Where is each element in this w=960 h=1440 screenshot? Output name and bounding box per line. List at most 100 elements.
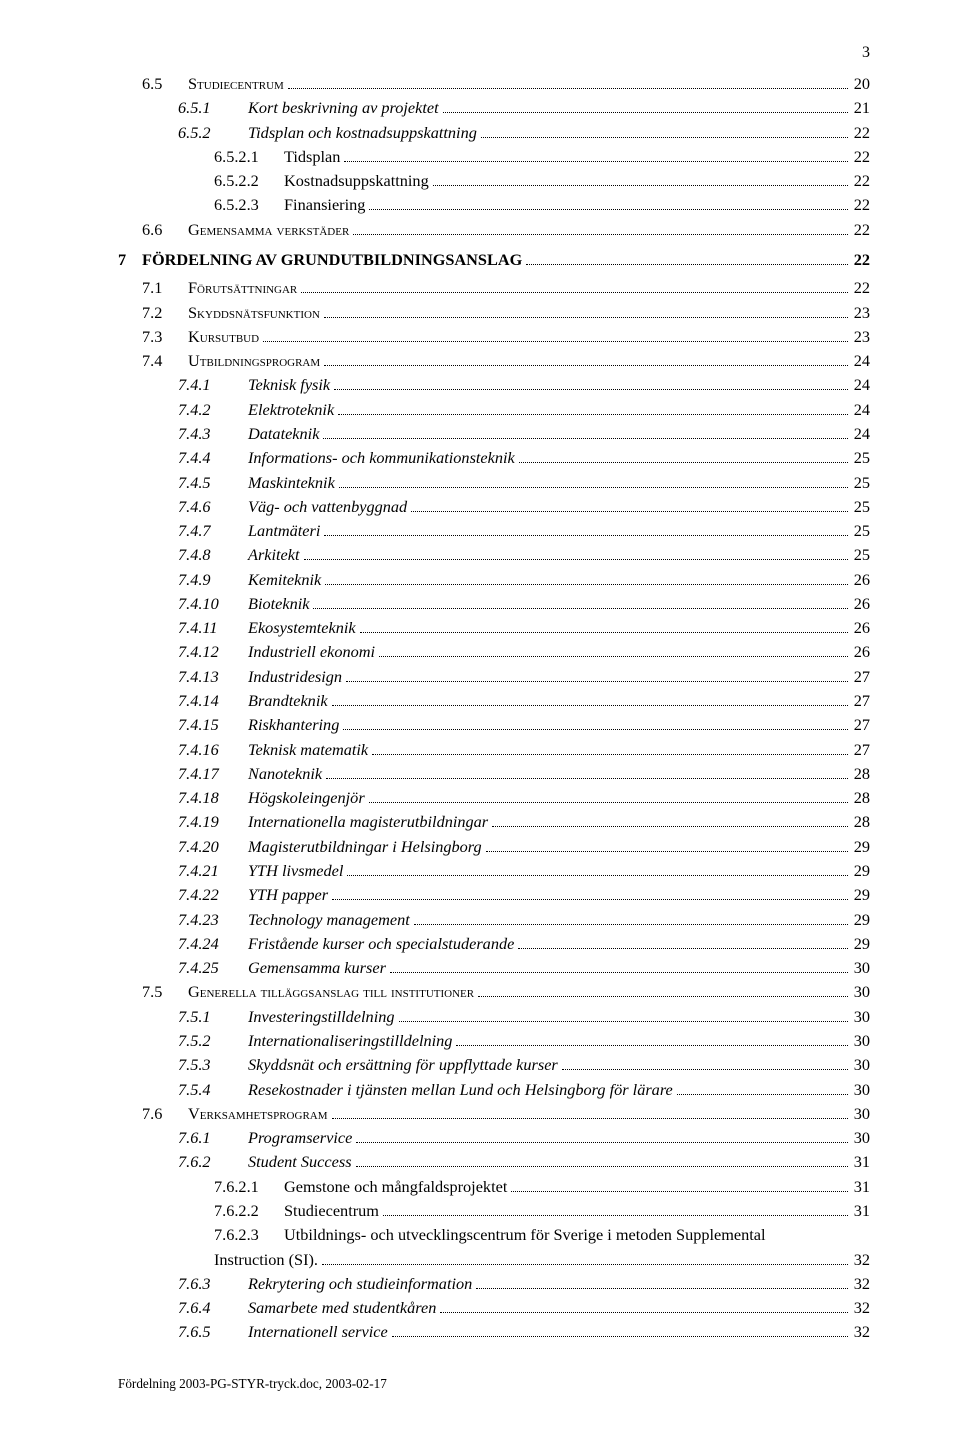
dot-leader [332,888,848,901]
dot-leader [526,252,847,265]
toc-entry-number: 7.4.8 [178,543,248,567]
toc-entry-number: 7.6.1 [178,1126,248,1150]
toc-entry-number: 7.4.24 [178,932,248,956]
toc-entry-label: Tidsplan [284,145,340,169]
toc-row: 7.6.1Programservice30 [118,1126,870,1150]
toc-entry-label: Studiecentrum [284,1199,379,1223]
toc-entry-label: Magisterutbildningar i Helsingborg [248,835,482,859]
toc-entry-label: Kort beskrivning av projektet [248,96,439,120]
toc-entry-number: 7.3 [142,325,188,349]
toc-entry-page: 29 [852,908,870,932]
toc-row: 7.6.2.3Utbildnings- och utvecklingscentr… [118,1223,870,1247]
toc-entry-page: 23 [852,301,870,325]
toc-entry-label: Teknisk fysik [248,373,330,397]
toc-entry-label: Utbildnings- och utvecklingscentrum för … [284,1223,766,1247]
toc-entry-label: Programservice [248,1126,352,1150]
toc-entry-page: 29 [852,883,870,907]
toc-entry-number: 7.4.9 [178,568,248,592]
toc-entry-page: 32 [852,1296,870,1320]
dot-leader [332,1106,848,1119]
toc-entry-page: 22 [852,218,870,242]
toc-row: 6.5.1Kort beskrivning av projektet21 [118,96,870,120]
toc-entry-number: 7.4.23 [178,908,248,932]
dot-leader [288,76,848,89]
toc-entry-label: Ekosystemteknik [248,616,356,640]
toc-entry-number: 7.4.16 [178,738,248,762]
toc-entry-page: 32 [852,1272,870,1296]
dot-leader [511,1179,847,1192]
toc-entry-page: 25 [852,519,870,543]
toc-entry-number: 7.6 [142,1102,188,1126]
toc-entry-page: 22 [852,121,870,145]
dot-leader [443,101,848,114]
toc-row: 7.5.4Resekostnader i tjänsten mellan Lun… [118,1078,870,1102]
toc-row: 7.4.23Technology management29 [118,908,870,932]
toc-entry-page: 29 [852,859,870,883]
dot-leader [343,718,847,731]
dot-leader [326,766,848,779]
toc-entry-page: 31 [852,1175,870,1199]
dot-leader [338,402,848,415]
footer-text: Fördelning 2003-PG-STYR-tryck.doc, 2003-… [118,1376,387,1392]
toc-entry-page: 29 [852,932,870,956]
toc-entry-label: Internationell service [248,1320,388,1344]
toc-entry-label: Rekrytering och studieinformation [248,1272,472,1296]
toc-entry-label: Fristående kurser och specialstuderande [248,932,514,956]
toc-entry-page: 24 [852,422,870,446]
toc-entry-label: Industriell ekonomi [248,640,375,664]
toc-entry-label: Bioteknik [248,592,309,616]
toc-entry-page: 28 [852,762,870,786]
dot-leader [313,596,847,609]
toc-entry-number: 7.5 [142,980,188,1004]
dot-leader [325,572,847,585]
toc-entry-page: 21 [852,96,870,120]
toc-row: 7.4.17Nanoteknik28 [118,762,870,786]
toc-row: Instruction (SI). 32 [118,1248,870,1272]
toc-row: 7.4.8Arkitekt25 [118,543,870,567]
toc-entry-number: 6.5.2.3 [214,193,284,217]
toc-entry-page: 26 [852,640,870,664]
toc-entry-page: 23 [852,325,870,349]
toc-entry-page: 28 [852,786,870,810]
toc-entry-label: Internationella magisterutbildningar [248,810,488,834]
toc-row: 6.5.2.1Tidsplan22 [118,145,870,169]
toc-entry-number: 7.4.25 [178,956,248,980]
toc-entry-label: Instruction (SI). [214,1248,318,1272]
dot-leader [369,198,847,211]
toc-entry-page: 30 [852,1005,870,1029]
toc-entry-page: 22 [852,248,870,272]
toc-entry-label: Resekostnader i tjänsten mellan Lund och… [248,1078,673,1102]
dot-leader [369,790,848,803]
toc-row: 7.4.3Datateknik24 [118,422,870,446]
toc-entry-number: 7.5.4 [178,1078,248,1102]
toc-entry-number: 7.5.3 [178,1053,248,1077]
toc-entry-label: Väg- och vattenbyggnad [248,495,407,519]
toc-entry-page: 31 [852,1150,870,1174]
toc-row: 7.5.2Internationaliseringstilldelning30 [118,1029,870,1053]
toc-entry-page: 25 [852,543,870,567]
toc-entry-page: 22 [852,193,870,217]
toc-entry-number: 7.4.22 [178,883,248,907]
dot-leader [263,329,848,342]
toc-entry-label: Gemensamma verkstäder [188,218,349,242]
toc-entry-label: YTH papper [248,883,328,907]
toc-entry-number: 7.4.15 [178,713,248,737]
dot-leader [324,523,847,536]
toc-entry-page: 32 [852,1248,870,1272]
toc-entry-label: Kemiteknik [248,568,321,592]
toc-row: 7.6.5Internationell service32 [118,1320,870,1344]
toc-row: 6.5.2Tidsplan och kostnadsuppskattning22 [118,121,870,145]
toc-row: 7.6.2.1Gemstone och mångfaldsprojektet31 [118,1175,870,1199]
toc-entry-page: 26 [852,592,870,616]
toc-entry-label: Studiecentrum [188,72,284,96]
toc-row: 7.4.4Informations- och kommunikationstek… [118,446,870,470]
toc-entry-page: 30 [852,980,870,1004]
toc-row: 7.4.21YTH livsmedel29 [118,859,870,883]
dot-leader [346,669,848,682]
toc-row: 7.4.12Industriell ekonomi26 [118,640,870,664]
toc-entry-number: 7.4.6 [178,495,248,519]
toc-entry-page: 25 [852,446,870,470]
toc-row: 7.4.1Teknisk fysik24 [118,373,870,397]
dot-leader [356,1130,847,1143]
toc-entry-page: 30 [852,956,870,980]
